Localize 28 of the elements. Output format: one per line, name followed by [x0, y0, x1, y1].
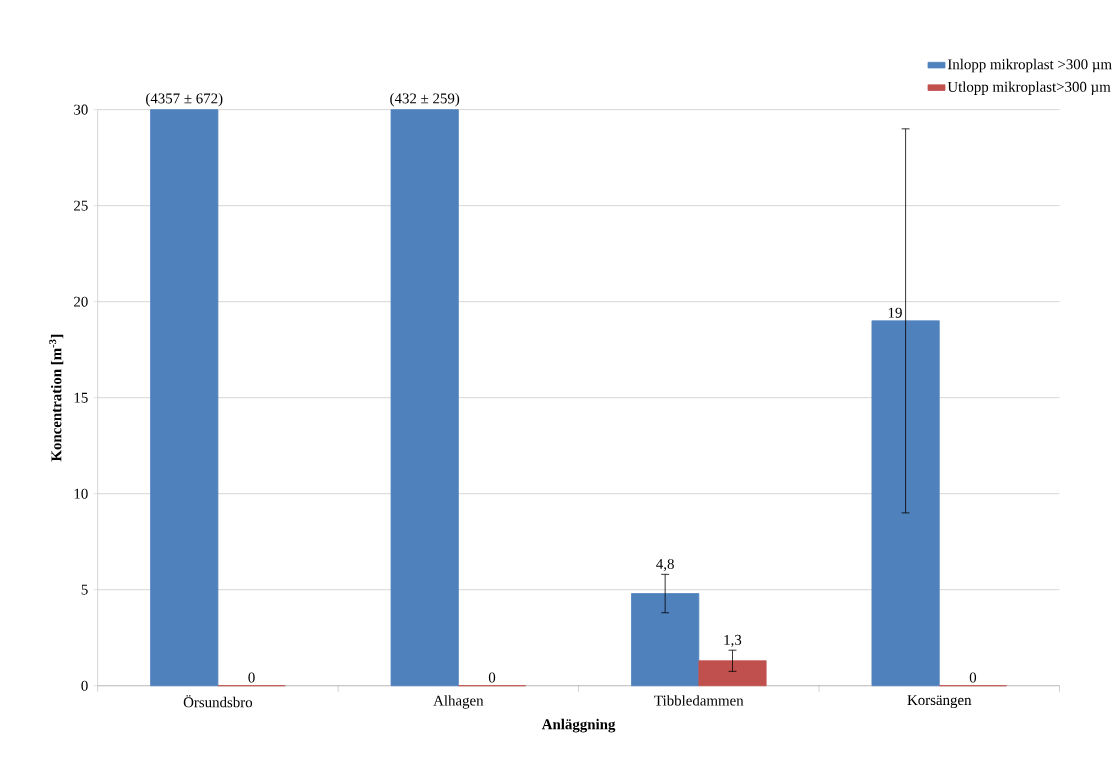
bar: [390, 109, 459, 686]
bar: [871, 320, 940, 686]
annotation: (432 ± 259): [390, 92, 460, 107]
y-tick-label: 10: [74, 488, 88, 499]
bar: [698, 660, 767, 686]
y-tick-label: 5: [81, 584, 88, 595]
data-label: 0: [248, 672, 255, 683]
y-tick-label: 25: [74, 200, 88, 211]
x-tick-label: Alhagen: [433, 694, 484, 709]
annotation: (4357 ± 672): [146, 92, 223, 107]
data-label: 4,8: [656, 558, 674, 571]
y-tick-label: 30: [74, 104, 88, 115]
x-tick-label: Korsängen: [907, 694, 972, 708]
legend-label: Utlopp mikroplast>300 µm: [947, 81, 1111, 95]
x-tick-label: Örsundsbro: [183, 694, 253, 708]
bar: [631, 592, 700, 686]
data-label: 0: [969, 672, 977, 683]
data-label: 1,3: [724, 634, 742, 647]
bar: [150, 109, 219, 686]
y-tick-label: 15: [74, 392, 88, 403]
x-axis-title: Anläggning: [541, 718, 616, 733]
y-tick-label: 20: [74, 296, 88, 307]
data-label: 19: [888, 307, 902, 318]
x-tick-label: Tibbledammen: [654, 694, 744, 706]
data-label: 0: [488, 672, 496, 683]
y-axis-title: Koncentration [m$^{-3}$]: [49, 334, 64, 462]
y-tick-label: 0: [81, 680, 88, 691]
legend-label: Inlopp mikroplast >300 µm: [947, 58, 1112, 73]
